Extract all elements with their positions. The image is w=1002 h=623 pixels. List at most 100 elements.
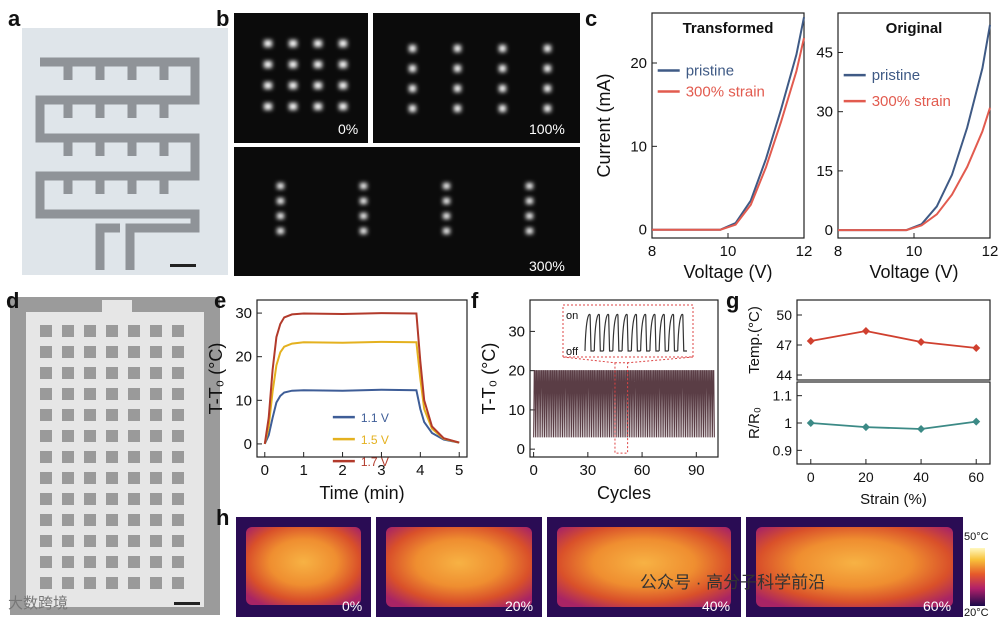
x-tick-label: 8: [648, 243, 656, 260]
textile-hole: [84, 514, 96, 526]
x-tick-label: 3: [377, 462, 385, 479]
chart-title: Original: [886, 20, 943, 37]
textile-hole: [84, 493, 96, 505]
led-dot: [360, 213, 367, 219]
textile-hole: [150, 493, 162, 505]
textile-hole: [62, 325, 74, 337]
y-axis-label: T-T₀ (°C): [479, 343, 499, 415]
y-tick-label: 0: [244, 436, 252, 453]
zoom-link: [562, 356, 616, 364]
textile-hole: [128, 577, 140, 589]
textile-hole: [150, 472, 162, 484]
textile-hole: [172, 493, 184, 505]
led-dot: [544, 45, 551, 52]
textile-hole: [150, 577, 162, 589]
led-dot: [360, 183, 367, 189]
data-point: [917, 425, 926, 434]
led-dot: [289, 82, 297, 89]
y-tick-label: 10: [235, 392, 252, 409]
led-dot: [289, 61, 297, 68]
textile-hole: [128, 346, 140, 358]
data-point: [806, 419, 815, 427]
y-tick-label: 47: [776, 337, 792, 353]
panel-label-e: e: [214, 288, 227, 313]
led-dot: [314, 103, 322, 110]
plot-frame: [796, 299, 991, 381]
x-tick-label: 20: [858, 469, 874, 485]
textile-hole: [128, 367, 140, 379]
panel-label-f: f: [471, 288, 479, 313]
textile-hole: [150, 367, 162, 379]
textile-hole: [40, 346, 52, 358]
led-dot: [409, 105, 416, 112]
textile-hole: [150, 325, 162, 337]
led-dot: [409, 45, 416, 52]
x-tick-label: 60: [634, 462, 651, 479]
textile-hole: [172, 535, 184, 547]
legend-label: pristine: [872, 67, 920, 84]
x-tick-label: 0: [529, 462, 537, 479]
data-point: [806, 337, 815, 345]
series-line: [652, 37, 805, 231]
series-line: [810, 420, 977, 430]
textile-hole: [62, 493, 74, 505]
textile-hole: [84, 430, 96, 442]
series-line: [838, 24, 991, 232]
textile-hole: [172, 430, 184, 442]
legend-label: 1.7 V: [361, 455, 389, 469]
led-dot: [409, 65, 416, 72]
cycling-trace: [533, 370, 715, 438]
led-dot: [264, 40, 272, 47]
panel-d-photo: [10, 297, 220, 615]
led-dot: [277, 228, 284, 234]
textile-hole: [62, 367, 74, 379]
textile-hole: [40, 472, 52, 484]
y-tick-label: 0: [639, 222, 647, 239]
textile-hole: [106, 472, 118, 484]
chart-g_top: 44 47 50 Temp.(°C): [746, 299, 991, 383]
panel-h-label-0: 0%: [342, 598, 363, 614]
textile-hole: [106, 493, 118, 505]
inset-label-on: on: [566, 310, 578, 322]
textile-hole: [62, 409, 74, 421]
x-tick-label: 60: [968, 469, 984, 485]
textile-hole: [84, 556, 96, 568]
panel-label-a: a: [8, 6, 21, 31]
y-tick-label: 15: [816, 163, 833, 180]
colorbar: [970, 548, 985, 606]
zoom-link: [627, 356, 694, 364]
inset-label-off: off: [566, 346, 579, 358]
led-dot: [443, 183, 450, 189]
textile-hole: [84, 346, 96, 358]
led-dot: [314, 82, 322, 89]
textile-hole: [128, 451, 140, 463]
panel-b-label-100: 100%: [529, 121, 565, 137]
series-line: [838, 107, 991, 232]
led-dot: [360, 228, 367, 234]
led-dot: [526, 198, 533, 204]
panel-h-label-60: 60%: [923, 598, 952, 614]
x-tick-label: 5: [455, 462, 463, 479]
x-axis-label: Voltage (V): [869, 262, 958, 282]
textile-hole: [84, 388, 96, 400]
y-tick-label: 30: [816, 104, 833, 121]
inset-trace: [584, 313, 687, 352]
legend-label: 300% strain: [872, 93, 951, 110]
led-dot: [409, 85, 416, 92]
led-dot: [454, 65, 461, 72]
panel-b-label-0: 0%: [338, 121, 359, 137]
led-dot: [526, 228, 533, 234]
textile-hole: [84, 451, 96, 463]
led-dot: [277, 213, 284, 219]
textile-hole: [62, 472, 74, 484]
textile-hole: [128, 388, 140, 400]
textile-hole: [150, 556, 162, 568]
x-axis-label: Cycles: [597, 483, 651, 503]
chart-c_transformed: 0 10 20 8 10 12 Voltage (V) Current (mA) Transfo…: [594, 12, 812, 282]
textile-hole: [172, 451, 184, 463]
led-dot: [277, 198, 284, 204]
textile-hole: [172, 325, 184, 337]
x-tick-label: 12: [982, 243, 999, 260]
watermark-left: 大数跨境: [8, 595, 69, 612]
y-tick-label: 0: [825, 222, 833, 239]
